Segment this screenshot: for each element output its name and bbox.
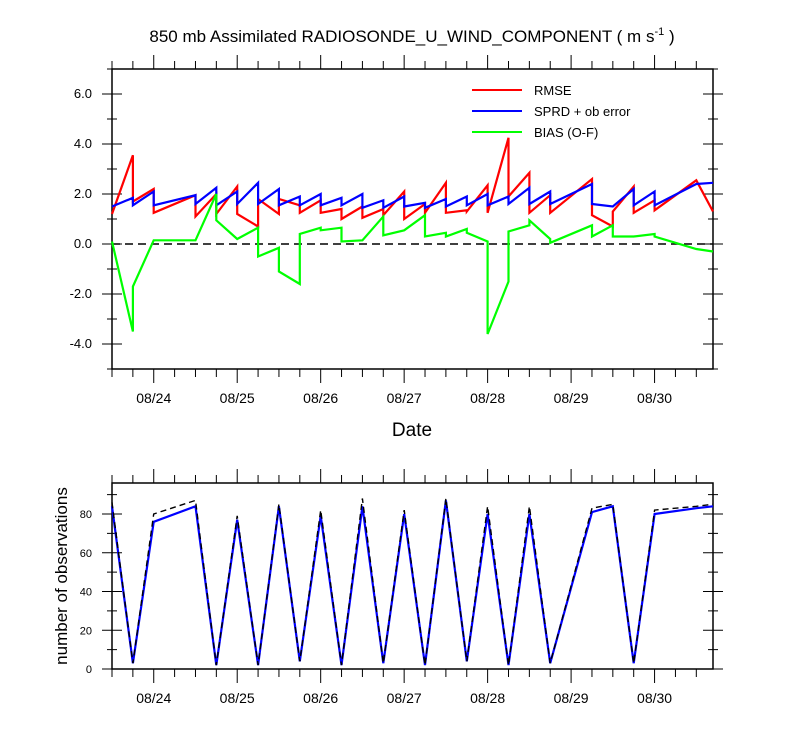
chart-title-superscript: -1: [654, 26, 664, 38]
legend-label-sprd-ob-error: SPRD + ob error: [534, 104, 631, 119]
legend-label-rmse: RMSE: [534, 83, 572, 98]
bottom-plot-frame: [111, 482, 714, 670]
y-tick-label: 0: [86, 664, 92, 676]
y-tick-label: -4.0: [70, 336, 92, 351]
x-tick-label: 08/25: [220, 690, 255, 706]
x-tick-label: 08/24: [136, 690, 171, 706]
x-tick-label: 08/26: [303, 690, 338, 706]
x-tick-label: 08/30: [637, 390, 672, 406]
chart-title-close: ): [664, 27, 674, 46]
chart-title-text: 850 mb Assimilated RADIOSONDE_U_WIND_COM…: [149, 27, 654, 46]
obs-line-assimilated: [110, 500, 714, 666]
y-tick-label: 60: [80, 548, 92, 560]
legend: RMSE SPRD + ob error BIAS (O-F): [472, 83, 631, 140]
x-tick-label: 08/28: [470, 690, 505, 706]
x-tick-label: 08/28: [470, 390, 505, 406]
x-tick-label: 08/27: [387, 690, 422, 706]
x-tick-label: 08/29: [554, 390, 589, 406]
top-y-axis: -4.0 -2.0 0.0 2.0 4.0 6.0: [70, 68, 723, 370]
obs-line-possible: [111, 498, 714, 666]
y-tick-label: 6.0: [74, 86, 92, 101]
chart-title: 850 mb Assimilated RADIOSONDE_U_WIND_COM…: [149, 26, 674, 46]
top-plot-area: -4.0-2.00.02.04.06.0 08/24 08/25 08/26 08/2…: [70, 55, 723, 406]
legend-label-bias: BIAS (O-F): [534, 125, 598, 140]
top-series-group: [110, 137, 714, 335]
x-tick-label: 08/29: [554, 690, 589, 706]
x-axis-label: Date: [392, 420, 432, 441]
y-tick-label: 80: [80, 509, 92, 521]
x-tick-label: 08/25: [220, 390, 255, 406]
series-line-rmse: [110, 137, 714, 229]
x-tick-label: 08/26: [303, 390, 338, 406]
y-tick-label: 20: [80, 625, 92, 637]
bottom-y-axis-label: number of observations: [52, 487, 71, 665]
bottom-plot-area: 0 20 40 60 80 08/24 08/25 08/26 08/27 08/28 08/29…: [80, 469, 723, 706]
y-tick-label: 2.0: [74, 186, 92, 201]
top-x-axis: 08/24 08/25 08/26 08/27 08/28 08/29 08/30: [111, 55, 697, 406]
y-tick-label: -2.0: [70, 286, 92, 301]
y-tick-label: 0.0: [74, 236, 92, 251]
x-tick-label: 08/30: [637, 690, 672, 706]
series-line-sprd-ob-error: [111, 180, 714, 210]
y-tick-label: 4.0: [74, 136, 92, 151]
x-tick-label: 08/27: [387, 390, 422, 406]
bottom-series-group: [110, 498, 714, 666]
y-tick-label: 40: [80, 587, 92, 599]
x-tick-label: 08/24: [136, 390, 171, 406]
bottom-y-axis: 0 20 40 60 80: [80, 494, 723, 676]
bottom-x-axis: 08/24 08/25 08/26 08/27 08/28 08/29 08/30: [111, 469, 697, 706]
series-line-bias: [110, 193, 714, 335]
